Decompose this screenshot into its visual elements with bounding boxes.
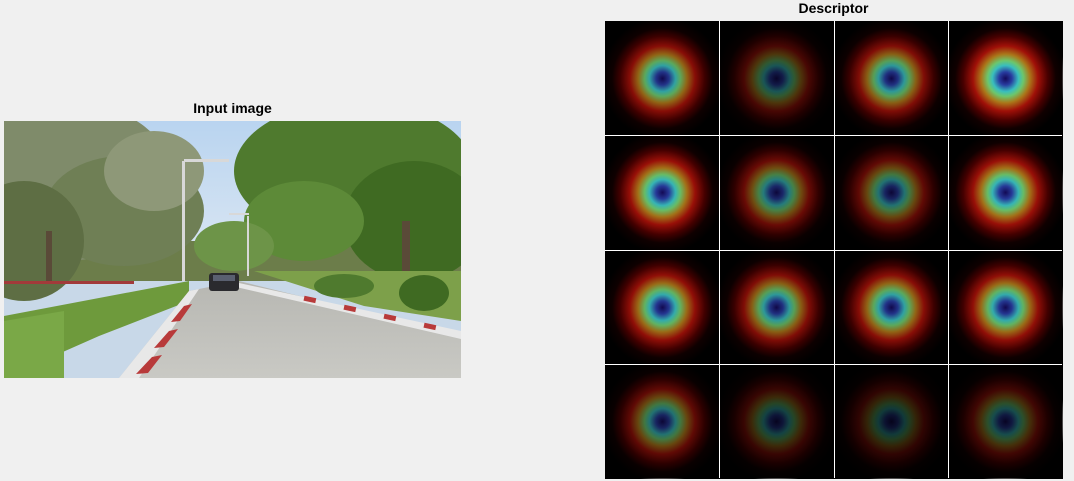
descriptor-title: Descriptor	[798, 0, 869, 16]
descriptor-blob	[833, 249, 949, 365]
descriptor-cell	[833, 249, 949, 365]
descriptor-blob	[719, 135, 835, 251]
descriptor-cell	[719, 135, 835, 251]
descriptor-gridline	[948, 21, 949, 478]
descriptor-blob	[947, 363, 1063, 479]
descriptor-gridline	[834, 21, 835, 478]
descriptor-blob	[833, 135, 949, 251]
descriptor-cell	[833, 135, 949, 251]
descriptor-gridline	[605, 135, 1062, 136]
descriptor-blob	[605, 363, 720, 479]
descriptor-gridline	[605, 364, 1062, 365]
descriptor-blob	[719, 21, 835, 136]
descriptor-cell	[605, 363, 720, 479]
descriptor-blob	[719, 363, 835, 479]
descriptor-blob	[833, 363, 949, 479]
input-image	[4, 121, 461, 378]
descriptor-gridline	[605, 250, 1062, 251]
descriptor-grid	[605, 21, 1063, 479]
descriptor-cell	[719, 363, 835, 479]
descriptor-cell	[947, 135, 1063, 251]
street-scene-photo	[4, 121, 461, 378]
descriptor-cell	[833, 363, 949, 479]
descriptor-gridline	[719, 21, 720, 478]
descriptor-blob	[605, 249, 720, 365]
input-image-title: Input image	[193, 100, 272, 116]
descriptor-cell	[833, 21, 949, 136]
descriptor-blob	[605, 21, 720, 136]
descriptor-cell	[719, 249, 835, 365]
descriptor-blob	[947, 135, 1063, 251]
descriptor-blob	[605, 135, 720, 251]
descriptor-cell	[605, 249, 720, 365]
descriptor-blob	[947, 21, 1063, 136]
descriptor-cell	[605, 21, 720, 136]
descriptor-cell	[947, 21, 1063, 136]
descriptor-cell	[605, 135, 720, 251]
descriptor-blob	[947, 249, 1063, 365]
descriptor-blob	[833, 21, 949, 136]
descriptor-cell	[719, 21, 835, 136]
descriptor-cell	[947, 363, 1063, 479]
descriptor-cell	[947, 249, 1063, 365]
descriptor-blob	[719, 249, 835, 365]
